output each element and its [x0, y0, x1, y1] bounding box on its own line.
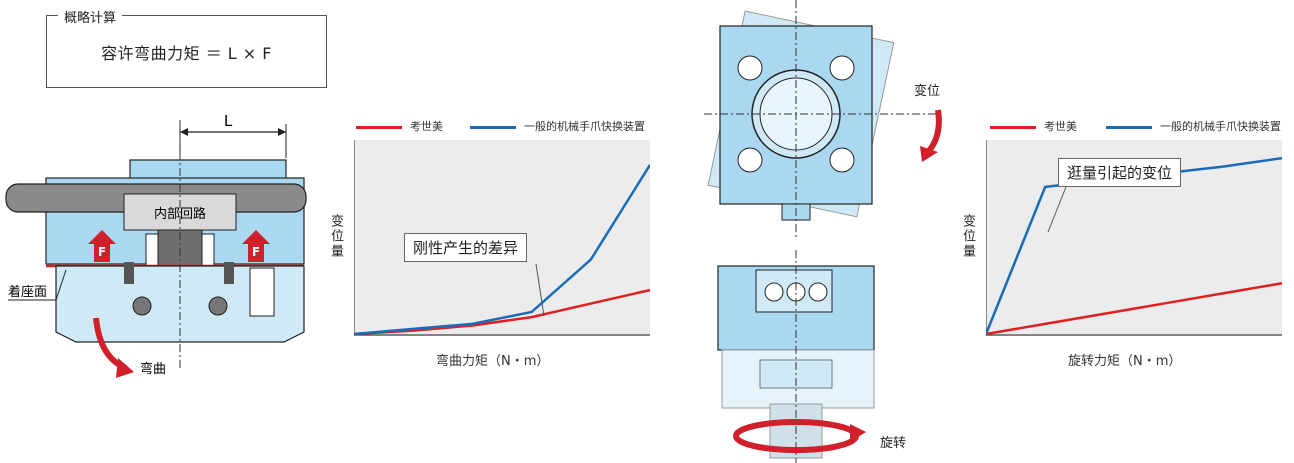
x-axis-label: 弯曲力矩（N・m）	[436, 354, 550, 369]
force-arrow-left	[88, 230, 116, 262]
legend-label: 一般的机械手爪快换装置	[1160, 120, 1281, 133]
y-axis-label: 变位量	[328, 214, 343, 259]
legend-label: 考世美	[1044, 120, 1077, 133]
series-line-kosmek	[354, 288, 650, 336]
callout-box: 逛量引起的变位	[1058, 158, 1182, 187]
legend-item: 一般的机械手爪快换装置	[1106, 118, 1281, 134]
rotation-label: 旋转	[880, 436, 907, 451]
series-line-kosmek	[986, 282, 1282, 336]
legend-swatch-blue	[1106, 125, 1152, 129]
displacement-arrow	[925, 109, 942, 154]
legend-label: 一般的机械手爪快换装置	[524, 120, 645, 133]
formula-box	[46, 15, 327, 88]
callout-box: 刚性产生的差异	[404, 233, 528, 262]
rotation-diagram	[704, 0, 942, 463]
legend-item: 一般的机械手爪快换装置	[470, 118, 645, 134]
force-label-left: F	[98, 245, 106, 259]
x-axis-label: 旋转力矩（N・m）	[1068, 354, 1182, 369]
legend-swatch-red	[356, 125, 402, 129]
internal-circuit-label: 内部回路	[154, 206, 206, 222]
y-axis-label: 变位量	[960, 214, 975, 259]
formula-text: 容许弯曲力矩 ＝ L × F	[101, 44, 272, 63]
legend-swatch-blue	[470, 125, 516, 129]
legend-item: 考世美	[990, 118, 1077, 134]
legend-item: 考世美	[356, 118, 443, 134]
seat-surface-label: 着座面	[8, 284, 47, 300]
legend-swatch-red	[990, 125, 1036, 129]
legend-label: 考世美	[410, 120, 443, 133]
bending-cross-section-diagram: L 内部回路 F F 着座面 弯曲	[5, 112, 307, 378]
dimension-l-label: L	[224, 112, 233, 130]
force-arrow-right	[242, 230, 270, 262]
series-line-general	[354, 164, 650, 336]
force-label-right: F	[252, 245, 260, 259]
formula-legend: 概略计算	[58, 7, 123, 26]
bend-label: 弯曲	[140, 361, 166, 377]
displacement-label: 变位	[914, 84, 941, 99]
